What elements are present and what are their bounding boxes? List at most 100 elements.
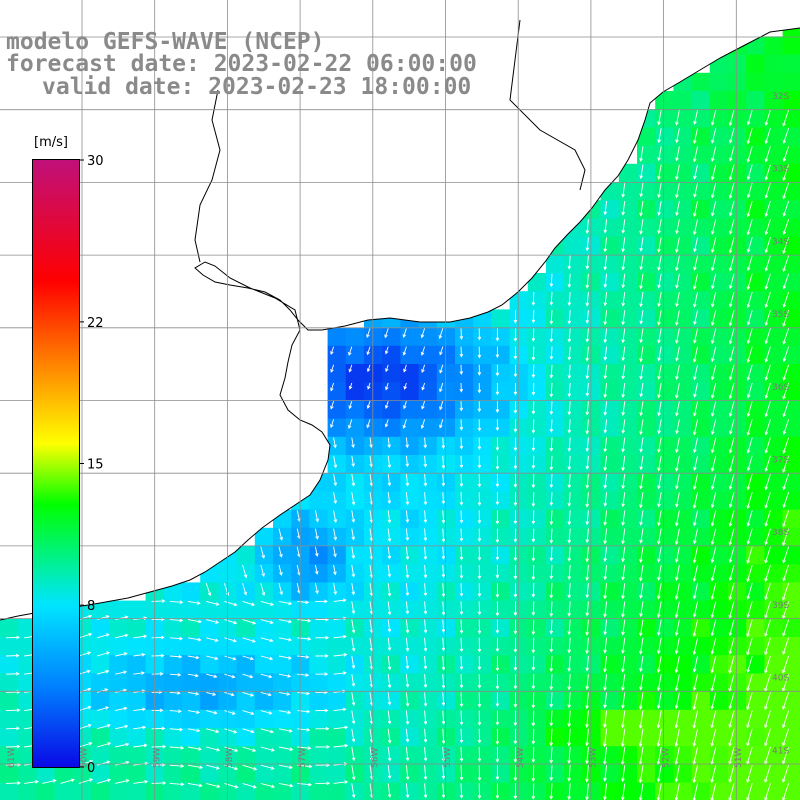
wind-arrow-head [477, 427, 482, 432]
field-cell [509, 655, 529, 674]
field-cell [564, 600, 583, 620]
wind-arrow-head [728, 139, 733, 144]
wind-arrow-head [567, 760, 571, 765]
wind-arrow [640, 401, 644, 416]
field-cell [0, 618, 19, 638]
wind-arrow [532, 765, 535, 782]
field-cell [728, 782, 747, 800]
field-cell [691, 91, 711, 110]
wind-arrow-head [657, 248, 661, 253]
wind-arrow-head [782, 195, 786, 200]
field-cell [527, 309, 547, 329]
field-cell [400, 400, 420, 420]
wind-arrow [640, 255, 644, 270]
wind-arrow-head [279, 553, 283, 558]
field-cell [655, 418, 674, 438]
wind-arrow [206, 728, 219, 733]
wind-arrow-head [459, 739, 464, 744]
wind-arrow-head [176, 691, 181, 695]
wind-arrow [658, 237, 662, 252]
field-cell [673, 273, 693, 292]
field-cell [709, 309, 729, 329]
wind-arrow [424, 601, 427, 614]
field-cell [436, 564, 456, 583]
field-cell [509, 600, 529, 620]
wind-arrow-head [746, 449, 751, 454]
wind-arrow-head [782, 395, 786, 400]
wind-arrow-head [585, 265, 590, 270]
wind-arrow-head [674, 797, 679, 800]
field-cell [600, 764, 620, 784]
field-cell [637, 455, 656, 474]
wind-arrow [260, 710, 272, 714]
wind-arrow-head [639, 650, 643, 655]
wind-arrow-head [782, 231, 787, 235]
field-cell [418, 345, 438, 365]
field-cell [345, 527, 365, 547]
field-cell [436, 455, 456, 474]
field-cell [600, 436, 620, 456]
wind-arrow-head [459, 464, 464, 469]
field-cell [418, 546, 438, 565]
border-line [194, 89, 221, 263]
field-cell [309, 764, 329, 784]
wind-arrow-head [351, 720, 356, 725]
wind-arrow-head [420, 351, 425, 356]
wind-arrow-head [657, 412, 661, 417]
field-cell [546, 509, 565, 529]
wind-arrow [765, 291, 771, 308]
wind-arrow [206, 691, 216, 696]
wind-arrow-head [764, 322, 769, 327]
wind-arrow [711, 237, 717, 253]
lat-label: 35S [772, 310, 789, 320]
field-cell [546, 291, 565, 310]
wind-arrow [711, 419, 717, 435]
field-cell [473, 691, 492, 711]
field-cell [746, 455, 765, 474]
wind-arrow-head [692, 431, 697, 436]
wind-arrow-head [351, 683, 356, 688]
wind-arrow-head [692, 724, 697, 729]
wind-arrow-head [333, 482, 338, 487]
wind-arrow [442, 546, 445, 559]
wind-arrow-head [692, 358, 697, 363]
wind-arrow-head [405, 629, 410, 634]
field-cell [673, 364, 693, 383]
wind-arrow [568, 746, 571, 764]
field-cell [764, 182, 784, 201]
wind-arrow [96, 779, 111, 784]
wind-arrow [442, 455, 445, 469]
wind-arrow [405, 546, 409, 560]
wind-arrow-head [639, 320, 644, 325]
wind-arrow [296, 528, 300, 539]
wind-arrow-head [711, 358, 715, 363]
wind-arrow [206, 637, 219, 642]
wind-arrow [783, 328, 790, 345]
wind-arrow [658, 419, 662, 434]
field-cell [436, 509, 456, 529]
wind-arrow [424, 728, 427, 743]
wind-arrow [278, 673, 291, 677]
wind-arrow [747, 655, 753, 673]
field-cell [254, 527, 274, 547]
field-cell [327, 582, 347, 602]
wind-arrow-head [405, 794, 410, 799]
wind-arrow-head [441, 500, 446, 505]
field-cell [618, 746, 638, 765]
wind-arrow [658, 255, 662, 271]
wind-arrow [224, 782, 238, 788]
wind-arrow [568, 637, 571, 653]
field-cell [309, 746, 329, 765]
field-cell [564, 546, 583, 565]
wind-arrow [568, 382, 571, 397]
wind-arrow [568, 601, 571, 616]
field-cell [91, 782, 110, 800]
wind-arrow [333, 455, 337, 468]
wind-arrow [586, 255, 589, 269]
wind-arrow-head [351, 591, 356, 596]
wind-arrow-head [764, 249, 769, 254]
wind-arrow-head [603, 302, 608, 307]
wind-arrow [568, 437, 571, 451]
wind-arrow [747, 291, 753, 308]
